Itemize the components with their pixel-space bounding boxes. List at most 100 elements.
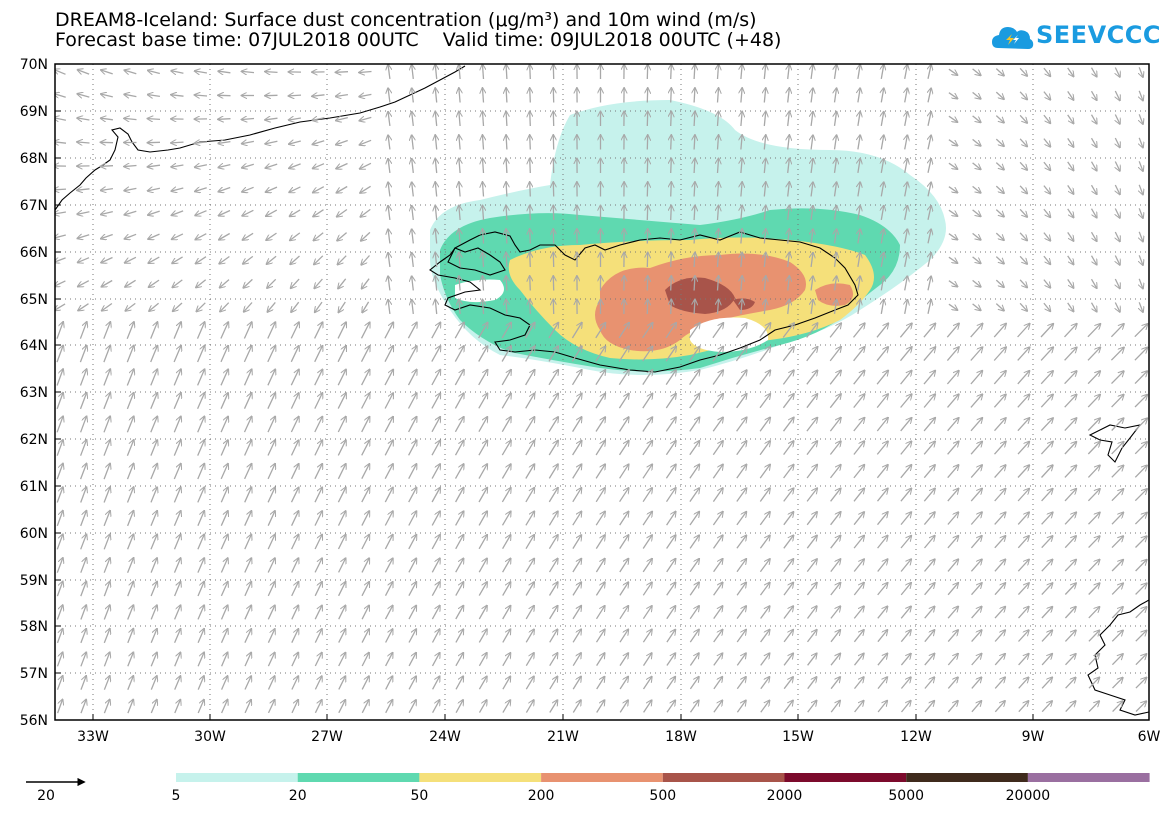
wind-arrow (336, 141, 348, 145)
wind-arrow (150, 322, 158, 339)
wind-arrow (759, 489, 769, 502)
wind-arrow (101, 94, 113, 97)
wind-arrow (694, 300, 695, 315)
wind-arrow (1043, 114, 1050, 123)
wind-arrow (289, 95, 302, 96)
wind-arrow (388, 206, 390, 220)
wind-arrow (759, 371, 770, 385)
wind-arrow (244, 278, 253, 287)
wind-arrow (478, 677, 486, 690)
wind-arrow (923, 465, 934, 479)
wind-arrow (197, 653, 204, 667)
wind-arrow (385, 630, 393, 643)
wind-arrow (361, 606, 369, 620)
wind-arrow (55, 258, 66, 262)
wind-arrow (174, 606, 181, 620)
wind-arrow (764, 300, 765, 315)
wind-arrow (829, 394, 840, 409)
wind-arrow (1065, 701, 1076, 713)
wind-arrow (148, 188, 161, 191)
wind-arrow (385, 700, 393, 714)
wind-arrow (102, 279, 113, 287)
wind-arrow (408, 653, 416, 667)
wind-arrow (384, 370, 393, 386)
wind-arrow (718, 253, 719, 268)
wind-arrow (1041, 678, 1052, 689)
wind-arrow (928, 112, 931, 126)
wind-arrow (881, 277, 883, 291)
wind-arrow (764, 277, 765, 291)
wind-arrow (1087, 348, 1100, 361)
wind-arrow (103, 535, 110, 550)
wind-arrow (806, 347, 818, 362)
wind-arrow (55, 70, 66, 75)
wind-arrow (314, 606, 322, 620)
wind-arrow (718, 277, 719, 291)
wind-arrow (172, 165, 184, 167)
wind-arrow (689, 512, 699, 526)
wind-arrow (525, 677, 533, 690)
wind-arrow (55, 118, 67, 120)
wind-arrow (572, 488, 581, 503)
wind-arrow (244, 464, 252, 480)
wind-arrow (900, 371, 912, 385)
wind-arrow (1134, 348, 1147, 361)
wind-arrow (993, 348, 1006, 361)
wind-arrow (811, 159, 813, 173)
wind-arrow (994, 465, 1006, 479)
wind-arrow (835, 253, 837, 267)
wind-arrow (760, 630, 770, 643)
wind-arrow (79, 370, 87, 386)
wind-arrow (549, 653, 558, 667)
wind-arrow (197, 370, 205, 386)
wind-arrow (78, 189, 90, 190)
wind-arrow (408, 512, 416, 526)
wind-arrow (1040, 442, 1052, 455)
wind-arrow (666, 536, 676, 549)
wind-arrow (384, 606, 393, 620)
wind-arrow (506, 253, 507, 268)
wind-arrow (431, 630, 440, 643)
wind-arrow (1115, 67, 1119, 77)
wind-arrow (718, 300, 719, 315)
wind-arrow (712, 371, 723, 385)
wind-arrow (689, 701, 699, 713)
wind-arrow (718, 136, 719, 150)
wind-arrow (506, 159, 507, 174)
wind-arrow (149, 279, 160, 287)
wind-arrow (783, 607, 793, 619)
wind-arrow (530, 65, 531, 80)
wind-arrow (713, 654, 722, 666)
wind-arrow (459, 230, 460, 244)
wind-arrow (454, 346, 463, 362)
wind-arrow (713, 583, 723, 596)
wind-arrow (314, 700, 321, 714)
wind-arrow (806, 536, 816, 549)
wind-arrow (1115, 208, 1119, 218)
wind-arrow (736, 630, 746, 643)
wind-arrow (829, 324, 841, 338)
wind-arrow (830, 677, 840, 690)
wind-arrow (947, 513, 958, 525)
wind-arrow (435, 277, 436, 291)
wind-arrow (1087, 419, 1100, 431)
wind-arrow (694, 230, 695, 244)
wind-arrow (712, 394, 723, 409)
wind-arrow (1111, 442, 1124, 455)
wind-arrow (126, 558, 134, 573)
wind-arrow (1115, 114, 1119, 124)
wind-arrow (1115, 184, 1119, 194)
wind-arrow (881, 253, 883, 268)
wind-arrow (148, 95, 160, 97)
wind-arrow (313, 141, 325, 145)
wind-arrow (501, 370, 511, 386)
wind-arrow (1111, 584, 1123, 595)
wind-arrow (220, 279, 230, 288)
wind-arrow (881, 183, 883, 197)
wind-arrow (994, 560, 1005, 572)
wind-arrow (671, 206, 672, 221)
wind-arrow (689, 583, 699, 596)
wind-arrow (760, 701, 769, 713)
wind-arrow (408, 417, 417, 433)
wind-arrow (243, 346, 251, 363)
